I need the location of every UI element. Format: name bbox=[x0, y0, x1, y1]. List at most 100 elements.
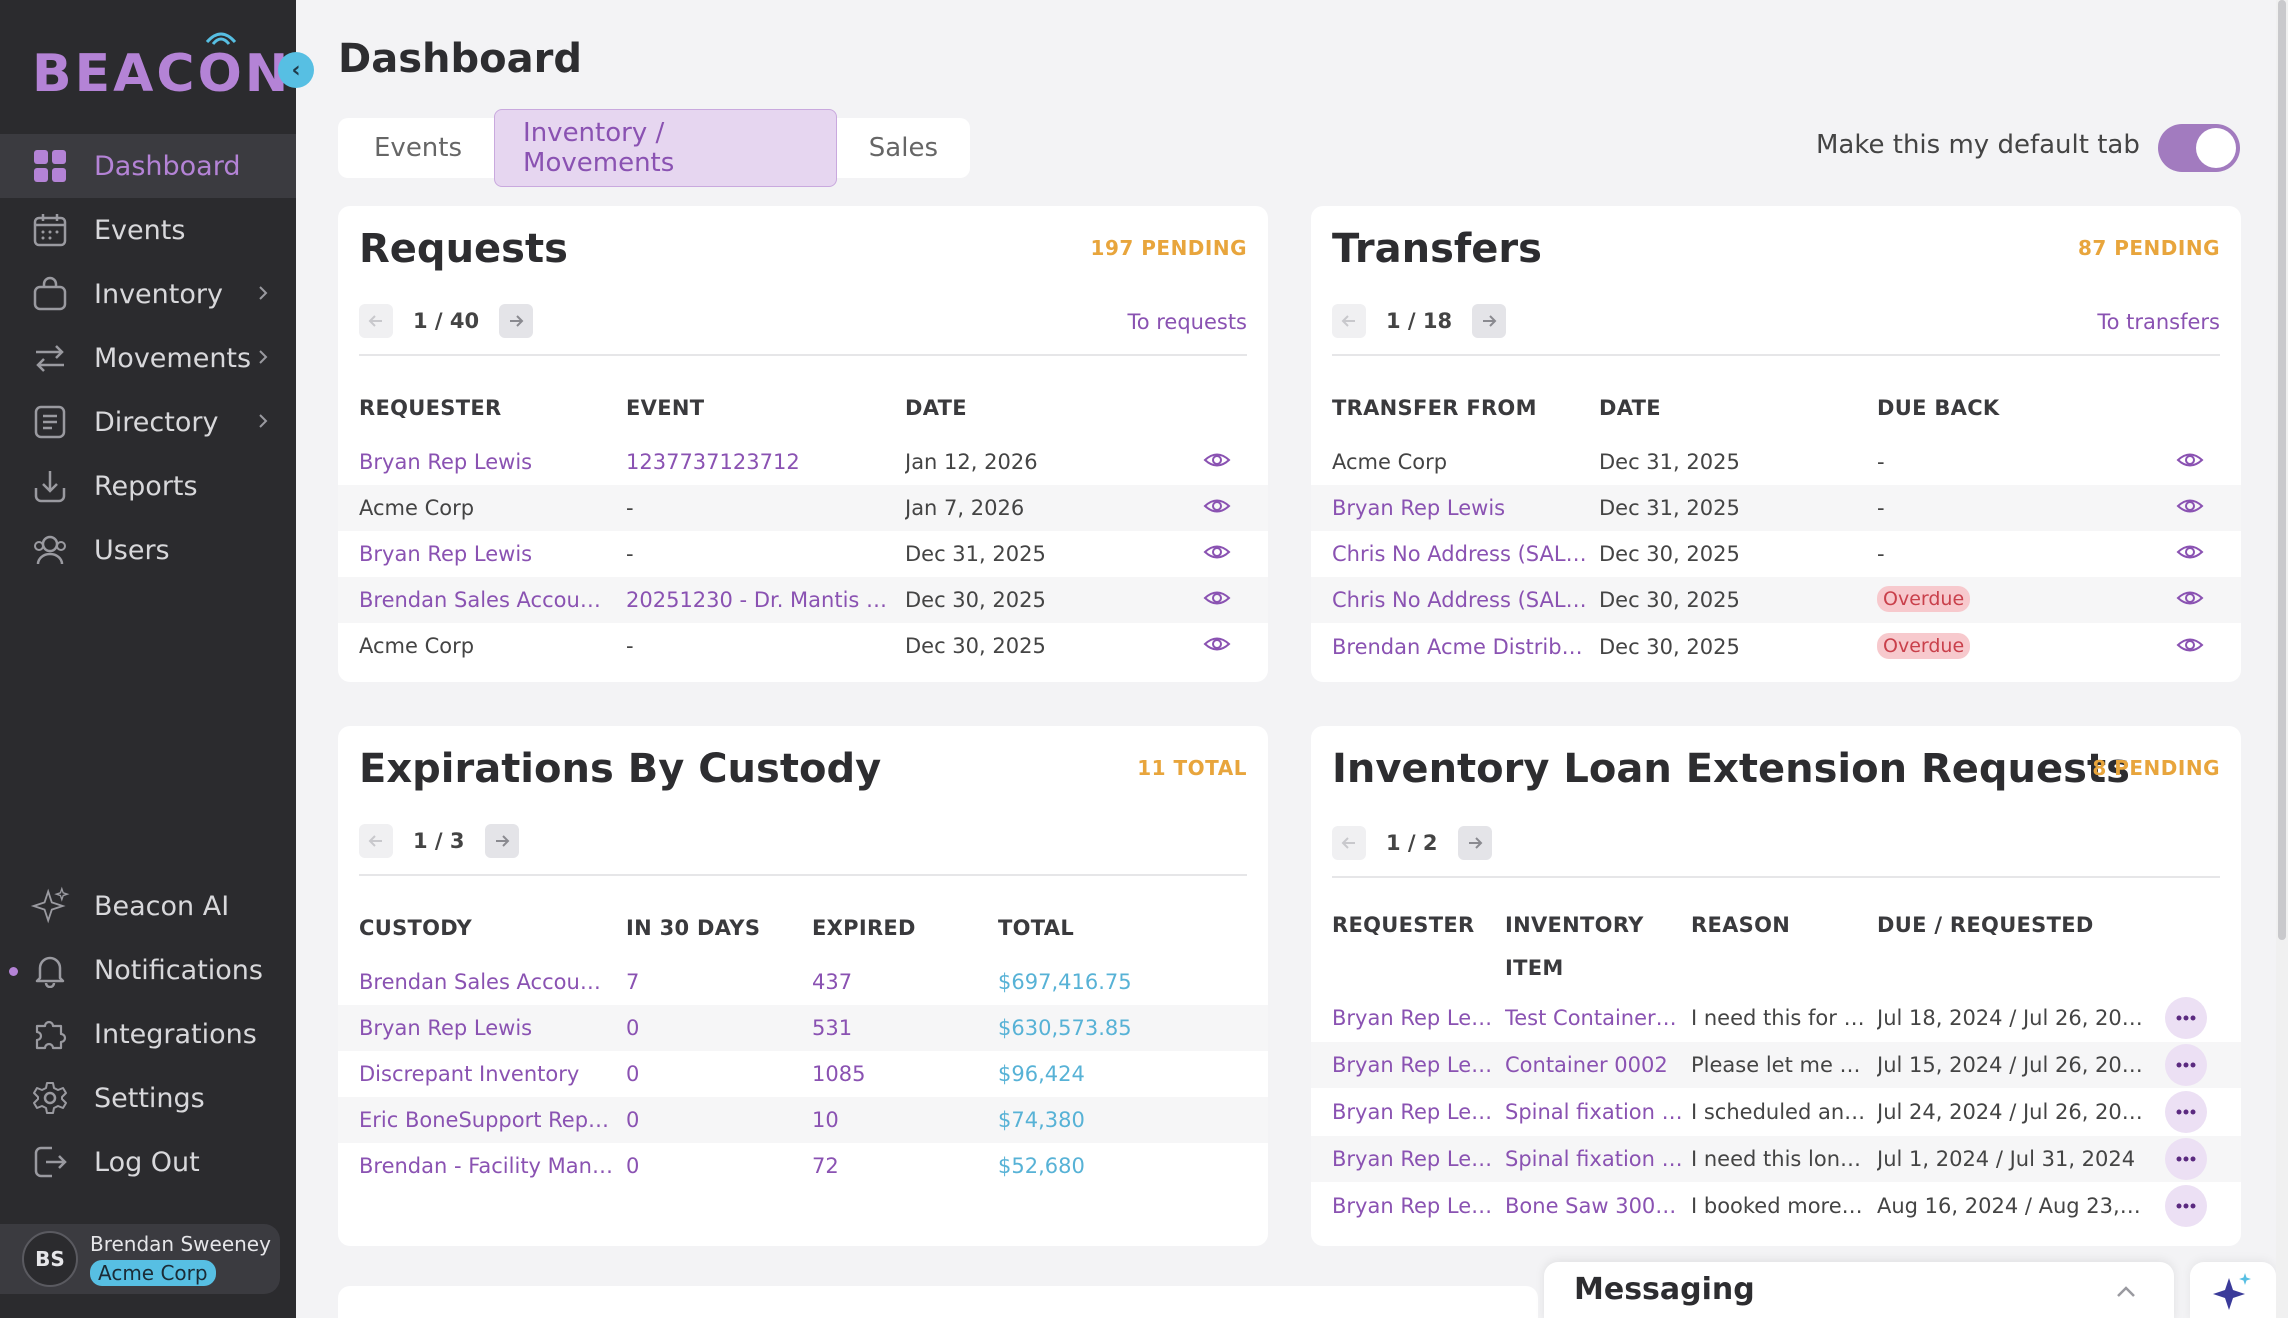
expired-cell[interactable]: 437 bbox=[812, 970, 853, 994]
beacon-logo[interactable]: BEACO N bbox=[32, 26, 291, 122]
prev-page-button[interactable] bbox=[359, 824, 393, 858]
sidebar-item-reports[interactable]: Reports bbox=[0, 454, 296, 518]
scroll-thumb[interactable] bbox=[2278, 0, 2286, 940]
view-icon[interactable] bbox=[2175, 630, 2205, 660]
transfer-from-cell[interactable]: Brendan Acme Distribut… bbox=[1332, 635, 1587, 659]
table-row[interactable]: Bryan Rep Lewis - Dec 31, 2025 bbox=[338, 531, 1268, 577]
table-row[interactable]: Bryan Rep Lewis Dec 31, 2025 - bbox=[1311, 485, 2241, 531]
event-cell[interactable]: 20251230 - Dr. Mantis Tob… bbox=[626, 588, 896, 612]
in-30-days-cell[interactable]: 7 bbox=[626, 970, 640, 994]
requester-cell[interactable]: Bryan Rep Lewis bbox=[359, 542, 533, 566]
user-profile-card[interactable]: BS Brendan Sweeney Acme Corp bbox=[0, 1224, 280, 1294]
expired-cell[interactable]: 1085 bbox=[812, 1062, 866, 1086]
table-row[interactable]: Discrepant Inventory 0 1085 $96,424 bbox=[338, 1051, 1268, 1097]
sidebar-item-inventory[interactable]: Inventory bbox=[0, 262, 296, 326]
view-icon[interactable] bbox=[1202, 629, 1232, 659]
default-tab-toggle[interactable] bbox=[2158, 124, 2240, 172]
table-row[interactable]: Acme Corp - Jan 7, 2026 bbox=[338, 485, 1268, 531]
transfer-from-cell[interactable]: Bryan Rep Lewis bbox=[1332, 496, 1506, 520]
sidebar-item-users[interactable]: Users bbox=[0, 518, 296, 582]
view-icon[interactable] bbox=[1202, 537, 1232, 567]
more-actions-button[interactable] bbox=[2165, 1044, 2207, 1086]
sidebar-item-events[interactable]: Events bbox=[0, 198, 296, 262]
next-page-button[interactable] bbox=[499, 304, 534, 338]
inventory-item-cell[interactable]: Spinal fixation r… bbox=[1505, 1147, 1683, 1171]
ai-assistant-button[interactable] bbox=[2190, 1262, 2276, 1318]
sidebar-item-logout[interactable]: Log Out bbox=[0, 1130, 296, 1194]
inventory-item-cell[interactable]: Bone Saw 3000™ bbox=[1505, 1194, 1683, 1218]
table-row[interactable]: Chris No Address (SALES) Dec 30, 2025 - bbox=[1311, 531, 2241, 577]
expired-cell[interactable]: 10 bbox=[812, 1108, 839, 1132]
table-row[interactable]: Bryan Rep Lewis 0 531 $630,573.85 bbox=[338, 1005, 1268, 1051]
inventory-item-cell[interactable]: Test Container … bbox=[1505, 1006, 1683, 1030]
tab-sales[interactable]: Sales bbox=[868, 133, 938, 163]
requester-cell[interactable]: Bryan Rep Lew… bbox=[1332, 1100, 1497, 1124]
table-row[interactable]: Bryan Rep Lew… Container 0002 Please let m… bbox=[1311, 1042, 2241, 1088]
more-actions-button[interactable] bbox=[2165, 997, 2207, 1039]
table-row[interactable]: Bryan Rep Lew… Spinal fixation r… I schedu… bbox=[1311, 1089, 2241, 1135]
requester-cell[interactable]: Bryan Rep Lew… bbox=[1332, 1006, 1497, 1030]
event-cell[interactable]: 1237737123712 bbox=[626, 450, 800, 474]
table-row[interactable]: Brendan Sales Account … 20251230 - Dr. Ma… bbox=[338, 577, 1268, 623]
in-30-days-cell[interactable]: 0 bbox=[626, 1016, 640, 1040]
sidebar-item-dashboard[interactable]: Dashboard bbox=[0, 134, 296, 198]
view-icon[interactable] bbox=[1202, 445, 1232, 475]
prev-page-button[interactable] bbox=[1332, 826, 1366, 860]
tab-inventory-movements[interactable]: Inventory / Movements bbox=[494, 109, 837, 187]
table-row[interactable]: Brendan - Facility Mana… 0 72 $52,680 bbox=[338, 1143, 1268, 1189]
sidebar-item-directory[interactable]: Directory bbox=[0, 390, 296, 454]
custody-cell[interactable]: Brendan - Facility Mana… bbox=[359, 1154, 614, 1178]
next-page-button[interactable] bbox=[1472, 304, 1507, 338]
more-actions-button[interactable] bbox=[2165, 1138, 2207, 1180]
in-30-days-cell[interactable]: 0 bbox=[626, 1108, 640, 1132]
table-row[interactable]: Eric BoneSupport Rep T… 0 10 $74,380 bbox=[338, 1097, 1268, 1143]
requester-cell[interactable]: Bryan Rep Lew… bbox=[1332, 1194, 1497, 1218]
prev-page-button[interactable] bbox=[1332, 304, 1366, 338]
tab-events[interactable]: Events bbox=[374, 133, 463, 163]
view-icon[interactable] bbox=[1202, 583, 1232, 613]
transfer-from-cell[interactable]: Chris No Address (SALES) bbox=[1332, 542, 1587, 566]
in-30-days-cell[interactable]: 0 bbox=[626, 1154, 640, 1178]
more-actions-button[interactable] bbox=[2165, 1091, 2207, 1133]
messaging-panel[interactable]: Messaging bbox=[1544, 1262, 2174, 1318]
transfer-from-cell[interactable]: Chris No Address (SALES) bbox=[1332, 588, 1587, 612]
table-row[interactable]: Brendan Acme Distribut… Dec 30, 2025 Overd… bbox=[1311, 624, 2241, 670]
table-row[interactable]: Chris No Address (SALES) Dec 30, 2025 Over… bbox=[1311, 577, 2241, 623]
table-row[interactable]: Bryan Rep Lewis 1237737123712 Jan 12, 2026 bbox=[338, 439, 1268, 485]
custody-cell[interactable]: Bryan Rep Lewis bbox=[359, 1016, 533, 1040]
chevron-up-icon[interactable] bbox=[2112, 1278, 2140, 1306]
requester-cell[interactable]: Bryan Rep Lewis bbox=[359, 450, 533, 474]
custody-cell[interactable]: Discrepant Inventory bbox=[359, 1062, 580, 1086]
inventory-item-cell[interactable]: Spinal fixation r… bbox=[1505, 1100, 1683, 1124]
page-scrollbar[interactable] bbox=[2276, 0, 2288, 1318]
next-page-button[interactable] bbox=[484, 824, 519, 858]
collapse-sidebar-button[interactable]: ‹ bbox=[278, 52, 314, 88]
custody-cell[interactable]: Brendan Sales Account … bbox=[359, 970, 614, 994]
requester-cell[interactable]: Bryan Rep Lew… bbox=[1332, 1053, 1497, 1077]
view-icon[interactable] bbox=[2175, 445, 2205, 475]
sidebar-item-movements[interactable]: Movements bbox=[0, 326, 296, 390]
expired-cell[interactable]: 531 bbox=[812, 1016, 853, 1040]
view-icon[interactable] bbox=[2175, 537, 2205, 567]
next-page-button[interactable] bbox=[1457, 826, 1492, 860]
prev-page-button[interactable] bbox=[359, 304, 393, 338]
requester-cell[interactable]: Bryan Rep Lew… bbox=[1332, 1147, 1497, 1171]
sidebar-item-integrations[interactable]: Integrations bbox=[0, 1002, 296, 1066]
table-row[interactable]: Bryan Rep Lew… Bone Saw 3000™ I booked mor… bbox=[1311, 1183, 2241, 1229]
requester-cell[interactable]: Brendan Sales Account … bbox=[359, 588, 614, 612]
table-row[interactable]: Brendan Sales Account … 7 437 $697,416.75 bbox=[338, 959, 1268, 1005]
sidebar-item-settings[interactable]: Settings bbox=[0, 1066, 296, 1130]
view-icon[interactable] bbox=[1202, 491, 1232, 521]
table-row[interactable]: Bryan Rep Lew… Spinal fixation r… I need t… bbox=[1311, 1136, 2241, 1182]
inventory-item-cell[interactable]: Container 0002 bbox=[1505, 1053, 1668, 1077]
table-row[interactable]: Bryan Rep Lew… Test Container … I need thi… bbox=[1311, 995, 2241, 1041]
in-30-days-cell[interactable]: 0 bbox=[626, 1062, 640, 1086]
more-actions-button[interactable] bbox=[2165, 1185, 2207, 1227]
view-icon[interactable] bbox=[2175, 491, 2205, 521]
view-icon[interactable] bbox=[2175, 583, 2205, 613]
table-row[interactable]: Acme Corp - Dec 30, 2025 bbox=[338, 623, 1268, 669]
custody-cell[interactable]: Eric BoneSupport Rep T… bbox=[359, 1108, 614, 1132]
expired-cell[interactable]: 72 bbox=[812, 1154, 839, 1178]
table-row[interactable]: Acme Corp Dec 31, 2025 - bbox=[1311, 439, 2241, 485]
sidebar-item-notifications[interactable]: Notifications bbox=[0, 938, 296, 1002]
